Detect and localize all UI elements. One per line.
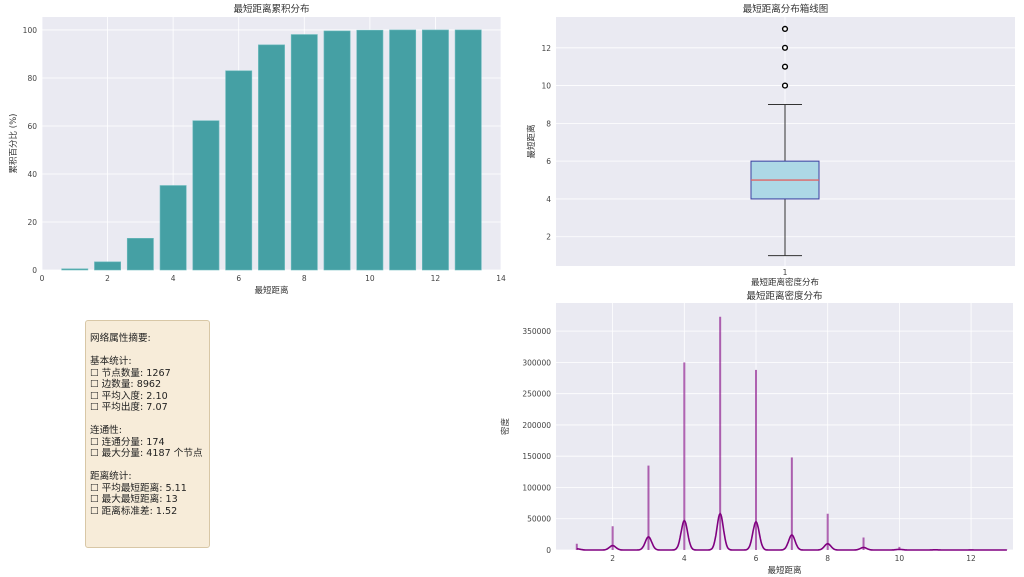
bar (192, 120, 220, 271)
histogram-bar (611, 526, 614, 550)
bar (258, 44, 285, 271)
bar (356, 29, 384, 271)
bar (61, 268, 89, 271)
x-axis-label: 最短距离密度分布 (751, 277, 819, 288)
chart-title: 最短距离累积分布 (233, 3, 309, 15)
summary-line: 连通性: (90, 425, 123, 436)
y-tick-label: 40 (27, 170, 37, 179)
bar (323, 30, 351, 271)
y-tick-label: 80 (27, 74, 37, 83)
y-tick-label: 250000 (522, 390, 551, 399)
chart-title: 最短距离密度分布 (746, 290, 822, 302)
bar (389, 29, 417, 271)
histogram-bar (790, 457, 793, 550)
summary-line: ☐ 最大最短距离: 13 (90, 494, 178, 505)
summary-line (90, 460, 205, 472)
y-axis-label: 累积百分比 (%) (8, 114, 19, 174)
network-summary-box: 网络属性摘要: 基本统计: ☐ 节点数量: 1267 ☐ 边数量: 8962 ☐ 平均… (85, 320, 210, 548)
histogram-bar (755, 369, 758, 550)
x-tick-label: 6 (236, 274, 241, 283)
x-axis-label: 最短距离 (767, 565, 801, 576)
x-tick-label: 4 (171, 274, 176, 283)
y-tick-label: 50000 (527, 515, 551, 524)
histogram-bar (575, 543, 578, 550)
bar (94, 261, 121, 271)
y-tick-label: 8 (546, 119, 551, 128)
x-tick-label: 10 (365, 274, 375, 283)
y-tick-label: 6 (546, 157, 551, 166)
summary-line: ☐ 连通分量: 174 (90, 436, 165, 448)
outlier-point (781, 44, 789, 51)
chart-title: 最短距离分布箱线图 (743, 3, 829, 15)
summary-line: ☐ 边数量: 8962 (90, 379, 162, 390)
summary-line: ☐ 节点数量: 1267 (90, 367, 171, 379)
y-tick-label: 100 (23, 26, 38, 35)
x-tick-label: 4 (682, 554, 687, 563)
x-tick-label: 8 (825, 554, 830, 563)
x-tick-label: 10 (895, 554, 905, 563)
summary-line: 距离统计: (90, 471, 132, 482)
histogram-bar (862, 537, 865, 550)
y-axis-label: 密度 (500, 418, 511, 436)
y-tick-label: 0 (32, 266, 37, 275)
summary-line: 网络属性摘要: (90, 333, 151, 344)
summary-line: ☐ 平均出度: 7.07 (90, 402, 168, 413)
y-tick-label: 300000 (522, 358, 551, 367)
x-tick-label: 1 (783, 268, 788, 277)
bar (159, 185, 187, 271)
y-tick-label: 20 (27, 218, 37, 227)
y-tick-label: 100000 (522, 483, 551, 492)
plot-area (556, 303, 1013, 550)
y-tick-label: 12 (541, 44, 551, 53)
x-tick-label: 6 (754, 554, 759, 563)
y-tick-label: 4 (546, 195, 551, 204)
summary-line: 基本统计: (90, 356, 132, 367)
bar (126, 238, 154, 271)
x-tick-label: 2 (105, 274, 110, 283)
bar (422, 29, 449, 271)
histogram-bar (826, 513, 829, 550)
bar (454, 29, 482, 271)
density-chart: 2 4 6 8 10 12 0 50000 100000 150000 200000 250000 30… (500, 290, 1013, 576)
bar (290, 34, 318, 271)
bar (225, 70, 253, 271)
x-tick-label: 2 (610, 554, 615, 563)
summary-line: ☐ 距离标准差: 1.52 (90, 505, 178, 517)
y-tick-label: 2 (546, 233, 551, 242)
summary-line (90, 345, 205, 357)
x-tick-label: 12 (431, 274, 441, 283)
y-tick-label: 10 (541, 82, 551, 91)
histogram-bar (719, 316, 722, 550)
outlier-point (781, 82, 789, 89)
histogram-bar (683, 362, 686, 550)
summary-line: ☐ 平均入度: 2.10 (90, 390, 168, 402)
y-tick-label: 0 (546, 546, 551, 555)
y-tick-label: 60 (27, 122, 37, 131)
summary-line: ☐ 最大分量: 4187 个节点 (90, 448, 203, 459)
x-tick-label: 0 (40, 274, 45, 283)
x-tick-label: 8 (302, 274, 307, 283)
y-tick-label: 150000 (522, 452, 551, 461)
x-tick-label: 14 (496, 274, 506, 283)
outlier-point (781, 25, 789, 33)
x-axis-label: 最短距离 (254, 285, 288, 296)
x-tick-label: 12 (966, 554, 976, 563)
summary-line (90, 414, 205, 426)
y-tick-label: 350000 (522, 327, 551, 336)
kde-line (576, 512, 1007, 551)
y-tick-label: 200000 (522, 421, 551, 430)
histogram-bar (647, 465, 650, 550)
summary-line: ☐ 平均最短距离: 5.11 (90, 482, 187, 494)
y-axis-label: 最短距离 (526, 124, 537, 158)
outlier-point (781, 63, 789, 70)
histogram-bar (898, 546, 901, 550)
